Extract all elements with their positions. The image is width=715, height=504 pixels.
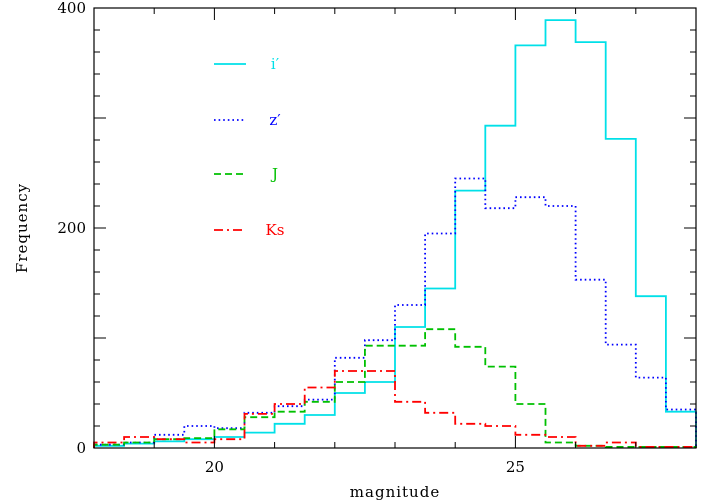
ticks-layer: 20 25 0 200 400 bbox=[57, 0, 697, 476]
series-line-4 bbox=[93, 370, 697, 448]
y-tick-label: 200 bbox=[57, 219, 86, 237]
legend-label: Ks bbox=[266, 221, 285, 239]
y-tick-label: 0 bbox=[76, 439, 86, 457]
x-tick-label: 20 bbox=[205, 458, 224, 476]
x-axis-title: magnitude bbox=[350, 483, 440, 501]
legend-label: i′ bbox=[271, 55, 280, 73]
legend-label: J bbox=[270, 165, 278, 183]
y-axis-title: Frequency bbox=[13, 183, 31, 273]
series-line-2 bbox=[93, 177, 697, 448]
y-tick-label: 400 bbox=[57, 0, 86, 17]
legend: i′ z′ J Ks bbox=[214, 55, 284, 239]
legend-label: z′ bbox=[269, 111, 281, 129]
series-layer bbox=[93, 19, 697, 448]
x-tick-label: 25 bbox=[506, 458, 525, 476]
